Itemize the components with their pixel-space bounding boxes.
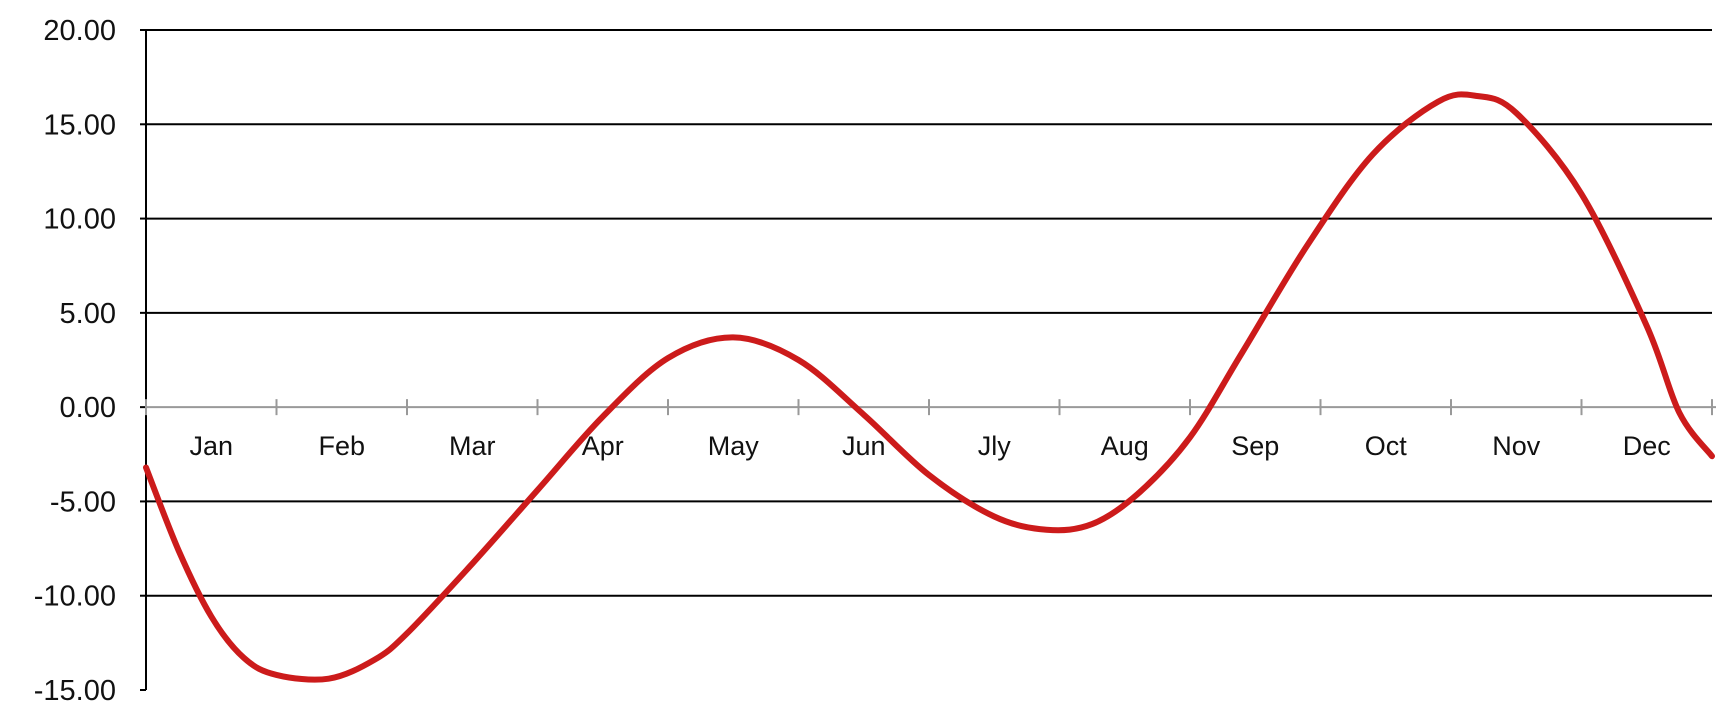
y-tick-label: 15.00 (43, 109, 116, 141)
x-tick-label: Jly (978, 431, 1011, 461)
x-tick-label: Nov (1492, 431, 1541, 461)
y-tick-label: -5.00 (50, 486, 116, 518)
series-layer (143, 91, 1715, 683)
x-tick-label: Sep (1231, 431, 1279, 461)
y-tick-label: -10.00 (34, 581, 116, 613)
x-tick-label: Jun (842, 431, 886, 461)
x-axis-tick-labels: Jan Feb Mar Apr May Jun Jly Aug Sep Oct Nov Dec (189, 431, 1670, 461)
x-tick-label: Aug (1101, 431, 1149, 461)
x-tick-label: May (708, 431, 760, 461)
x-tick-label: Oct (1365, 431, 1408, 461)
y-tick-label: 10.00 (43, 204, 116, 236)
x-tick-label: Dec (1623, 431, 1671, 461)
axes (140, 29, 1716, 691)
x-tick-label: Mar (449, 431, 496, 461)
y-tick-label: -15.00 (34, 675, 116, 704)
x-tick-label: Jan (189, 431, 233, 461)
x-tick-label: Feb (318, 431, 365, 461)
y-axis-tick-labels: -15.00 -10.00 -5.00 0.00 5.00 10.00 15.00 20.00 (34, 15, 116, 704)
gridlines (146, 29, 1712, 597)
y-tick-label: 20.00 (43, 15, 116, 47)
y-tick-label: 0.00 (60, 392, 116, 424)
series-line (143, 91, 1715, 683)
y-tick-label: 5.00 (60, 298, 116, 330)
x-tick-label: Apr (582, 431, 624, 461)
